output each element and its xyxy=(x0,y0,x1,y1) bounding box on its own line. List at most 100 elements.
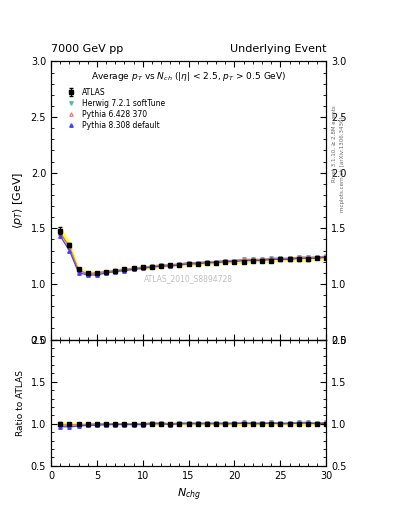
Pythia 8.308 default xyxy=(67,247,72,253)
Pythia 8.308 default xyxy=(186,261,191,267)
Pythia 8.308 default xyxy=(250,258,255,264)
Pythia 6.428 370 xyxy=(205,259,209,265)
Y-axis label: Ratio to ATLAS: Ratio to ATLAS xyxy=(16,370,25,436)
Herwig 7.2.1 softTune xyxy=(250,257,255,263)
Pythia 6.428 370 xyxy=(122,266,127,272)
Herwig 7.2.1 softTune xyxy=(195,260,200,266)
Pythia 8.308 default xyxy=(205,260,209,266)
Pythia 8.308 default xyxy=(214,260,219,266)
Text: Underlying Event: Underlying Event xyxy=(230,44,326,54)
Pythia 8.308 default xyxy=(278,257,283,263)
Herwig 7.2.1 softTune xyxy=(287,255,292,262)
Pythia 8.308 default xyxy=(241,258,246,264)
Pythia 8.308 default xyxy=(122,267,127,273)
Herwig 7.2.1 softTune xyxy=(159,262,163,268)
Legend: ATLAS, Herwig 7.2.1 softTune, Pythia 6.428 370, Pythia 8.308 default: ATLAS, Herwig 7.2.1 softTune, Pythia 6.4… xyxy=(61,84,168,133)
Herwig 7.2.1 softTune xyxy=(269,255,274,262)
Herwig 7.2.1 softTune xyxy=(95,270,99,276)
Herwig 7.2.1 softTune xyxy=(131,265,136,271)
Herwig 7.2.1 softTune xyxy=(67,244,72,250)
Pythia 6.428 370 xyxy=(95,270,99,276)
Herwig 7.2.1 softTune xyxy=(104,269,108,275)
Pythia 6.428 370 xyxy=(67,244,72,250)
Herwig 7.2.1 softTune xyxy=(232,258,237,264)
Pythia 8.308 default xyxy=(223,259,228,265)
Herwig 7.2.1 softTune xyxy=(58,230,62,236)
Herwig 7.2.1 softTune xyxy=(76,267,81,273)
Pythia 6.428 370 xyxy=(113,267,118,273)
Herwig 7.2.1 softTune xyxy=(260,257,264,263)
Pythia 6.428 370 xyxy=(195,260,200,266)
Pythia 6.428 370 xyxy=(223,258,228,264)
Herwig 7.2.1 softTune xyxy=(278,255,283,262)
Line: Herwig 7.2.1 softTune: Herwig 7.2.1 softTune xyxy=(59,231,328,275)
Pythia 6.428 370 xyxy=(287,255,292,262)
Pythia 8.308 default xyxy=(159,263,163,269)
Pythia 6.428 370 xyxy=(104,269,108,275)
Pythia 6.428 370 xyxy=(140,264,145,270)
Pythia 8.308 default xyxy=(104,270,108,276)
Herwig 7.2.1 softTune xyxy=(205,259,209,265)
Text: mcplots.cern.ch [arXiv:1306.3436]: mcplots.cern.ch [arXiv:1306.3436] xyxy=(340,116,345,211)
Pythia 8.308 default xyxy=(269,257,274,263)
X-axis label: $N_{chg}$: $N_{chg}$ xyxy=(176,486,201,503)
Pythia 6.428 370 xyxy=(177,261,182,267)
Pythia 6.428 370 xyxy=(269,255,274,262)
Pythia 8.308 default xyxy=(324,254,329,260)
Herwig 7.2.1 softTune xyxy=(140,264,145,270)
Herwig 7.2.1 softTune xyxy=(122,266,127,272)
Y-axis label: $\langle p_T \rangle$ [GeV]: $\langle p_T \rangle$ [GeV] xyxy=(11,172,25,229)
Herwig 7.2.1 softTune xyxy=(186,260,191,266)
Herwig 7.2.1 softTune xyxy=(296,254,301,260)
Text: 7000 GeV pp: 7000 GeV pp xyxy=(51,44,123,54)
Pythia 6.428 370 xyxy=(305,254,310,260)
Pythia 6.428 370 xyxy=(150,263,154,269)
Herwig 7.2.1 softTune xyxy=(150,263,154,269)
Pythia 6.428 370 xyxy=(159,262,163,268)
Pythia 8.308 default xyxy=(140,265,145,271)
Herwig 7.2.1 softTune xyxy=(168,262,173,268)
Herwig 7.2.1 softTune xyxy=(85,271,90,277)
Line: Pythia 6.428 370: Pythia 6.428 370 xyxy=(59,231,328,275)
Herwig 7.2.1 softTune xyxy=(324,253,329,259)
Pythia 8.308 default xyxy=(315,255,320,262)
Pythia 6.428 370 xyxy=(241,257,246,263)
Pythia 6.428 370 xyxy=(131,265,136,271)
Pythia 6.428 370 xyxy=(58,230,62,236)
Pythia 8.308 default xyxy=(95,272,99,278)
Pythia 6.428 370 xyxy=(85,271,90,277)
Herwig 7.2.1 softTune xyxy=(241,257,246,263)
Pythia 6.428 370 xyxy=(168,262,173,268)
Pythia 6.428 370 xyxy=(324,253,329,259)
Line: Pythia 8.308 default: Pythia 8.308 default xyxy=(59,234,328,277)
Pythia 6.428 370 xyxy=(250,257,255,263)
Pythia 8.308 default xyxy=(113,269,118,275)
Pythia 6.428 370 xyxy=(296,254,301,260)
Herwig 7.2.1 softTune xyxy=(177,261,182,267)
Pythia 8.308 default xyxy=(232,259,237,265)
Herwig 7.2.1 softTune xyxy=(223,258,228,264)
Pythia 8.308 default xyxy=(177,262,182,268)
Pythia 8.308 default xyxy=(168,263,173,269)
Pythia 8.308 default xyxy=(296,255,301,262)
Pythia 8.308 default xyxy=(150,264,154,270)
Text: ATLAS_2010_S8894728: ATLAS_2010_S8894728 xyxy=(144,274,233,283)
Herwig 7.2.1 softTune xyxy=(315,254,320,260)
Pythia 8.308 default xyxy=(58,233,62,239)
Text: Average $p_T$ vs $N_{ch}$ ($|\eta|$ < 2.5, $p_T$ > 0.5 GeV): Average $p_T$ vs $N_{ch}$ ($|\eta|$ < 2.… xyxy=(91,70,286,83)
Pythia 6.428 370 xyxy=(232,258,237,264)
Pythia 6.428 370 xyxy=(315,254,320,260)
Pythia 8.308 default xyxy=(85,272,90,278)
Pythia 8.308 default xyxy=(260,258,264,264)
Pythia 6.428 370 xyxy=(76,267,81,273)
Herwig 7.2.1 softTune xyxy=(305,254,310,260)
Pythia 6.428 370 xyxy=(214,259,219,265)
Pythia 8.308 default xyxy=(305,255,310,262)
Pythia 6.428 370 xyxy=(260,257,264,263)
Pythia 8.308 default xyxy=(76,270,81,276)
Pythia 6.428 370 xyxy=(186,260,191,266)
Pythia 8.308 default xyxy=(195,261,200,267)
Herwig 7.2.1 softTune xyxy=(113,267,118,273)
Herwig 7.2.1 softTune xyxy=(214,259,219,265)
Pythia 6.428 370 xyxy=(278,255,283,262)
